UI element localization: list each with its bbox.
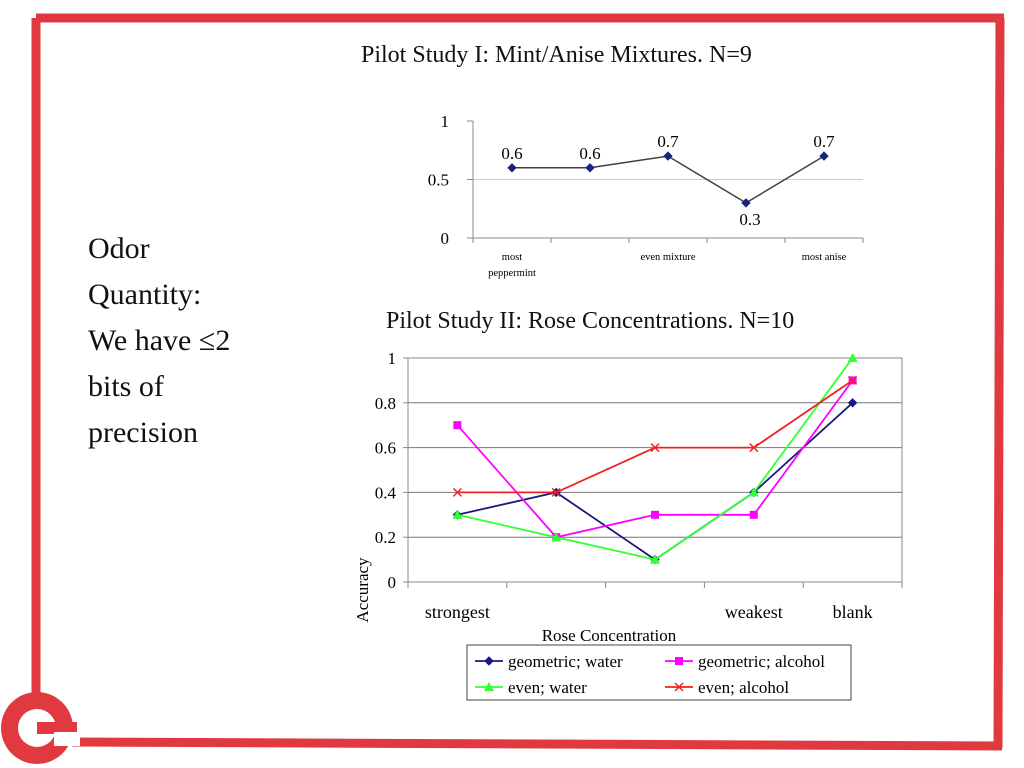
frame-right <box>993 17 1005 749</box>
side-text-line: Quantity: <box>88 278 202 311</box>
side-text: Odor Quantity: We have ≤2 bits of precis… <box>88 226 318 456</box>
side-text-line: bits of <box>88 370 164 403</box>
logo-bar <box>37 722 77 734</box>
side-text-line: We have ≤2 <box>88 324 231 357</box>
side-text-line: precision <box>88 416 198 449</box>
frame-border <box>31 13 1005 751</box>
side-text-line: Odor <box>88 232 150 265</box>
frame-bottom <box>71 737 1003 751</box>
chart1-title: Pilot Study I: Mint/Anise Mixtures. N=9 <box>361 42 752 68</box>
logo-gap <box>54 732 80 746</box>
chart2-title: Pilot Study II: Rose Concentrations. N=1… <box>386 308 795 334</box>
logo-icon <box>1 692 80 764</box>
